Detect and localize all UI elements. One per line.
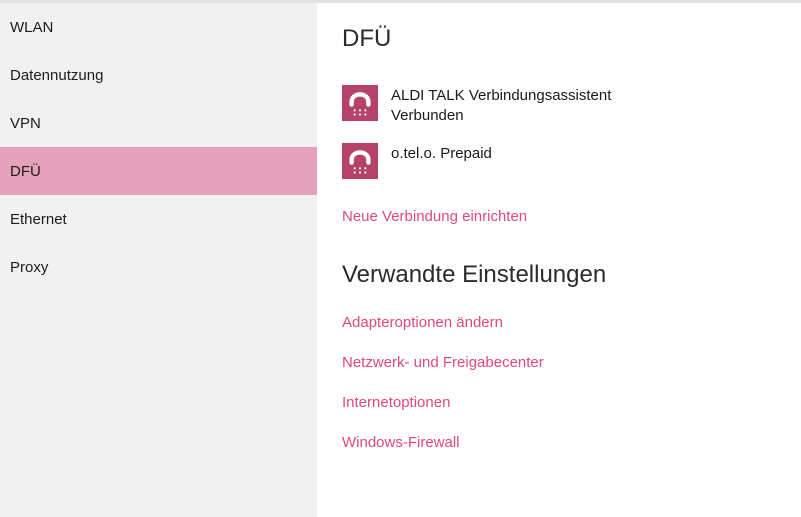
sidebar-item-dfu[interactable]: DFÜ	[0, 147, 317, 195]
related-link-adapter-options[interactable]: Adapteroptionen ändern	[342, 314, 503, 331]
top-divider	[0, 0, 801, 3]
related-link-network-sharing-center[interactable]: Netzwerk- und Freigabecenter	[342, 354, 544, 371]
connection-text: ALDI TALK Verbindungsassistent Verbunden	[391, 85, 611, 126]
sidebar-item-datennutzung[interactable]: Datennutzung	[0, 51, 317, 99]
sidebar-item-proxy[interactable]: Proxy	[0, 243, 317, 291]
network-sidebar: WLAN Datennutzung VPN DFÜ Ethernet Proxy	[0, 3, 317, 517]
sidebar-item-label: VPN	[10, 114, 41, 132]
dialup-phone-icon	[342, 143, 378, 179]
page-title: DFÜ	[342, 25, 392, 52]
sidebar-item-label: Datennutzung	[10, 66, 104, 84]
related-link-internet-options[interactable]: Internetoptionen	[342, 394, 451, 411]
sidebar-item-label: WLAN	[10, 18, 54, 36]
connection-item-otelo[interactable]: o.tel.o. Prepaid	[342, 143, 492, 179]
sidebar-item-label: DFÜ	[10, 162, 41, 180]
sidebar-item-label: Ethernet	[10, 210, 67, 228]
new-connection-link[interactable]: Neue Verbindung einrichten	[342, 208, 528, 225]
sidebar-item-ethernet[interactable]: Ethernet	[0, 195, 317, 243]
dialup-phone-icon	[342, 85, 378, 121]
related-settings-title: Verwandte Einstellungen	[342, 261, 607, 288]
sidebar-item-vpn[interactable]: VPN	[0, 99, 317, 147]
dfu-page: DFÜ ALDI TALK Verbindungsassistent	[317, 3, 801, 517]
sidebar-item-wlan[interactable]: WLAN	[0, 3, 317, 51]
related-link-windows-firewall[interactable]: Windows-Firewall	[342, 434, 460, 451]
connection-text: o.tel.o. Prepaid	[391, 143, 492, 164]
connection-name: o.tel.o. Prepaid	[391, 145, 492, 162]
connection-item-aldi-talk[interactable]: ALDI TALK Verbindungsassistent Verbunden	[342, 85, 611, 126]
connection-name: ALDI TALK Verbindungsassistent	[391, 87, 612, 104]
connection-status: Verbunden	[391, 107, 464, 124]
sidebar-item-label: Proxy	[10, 258, 49, 276]
